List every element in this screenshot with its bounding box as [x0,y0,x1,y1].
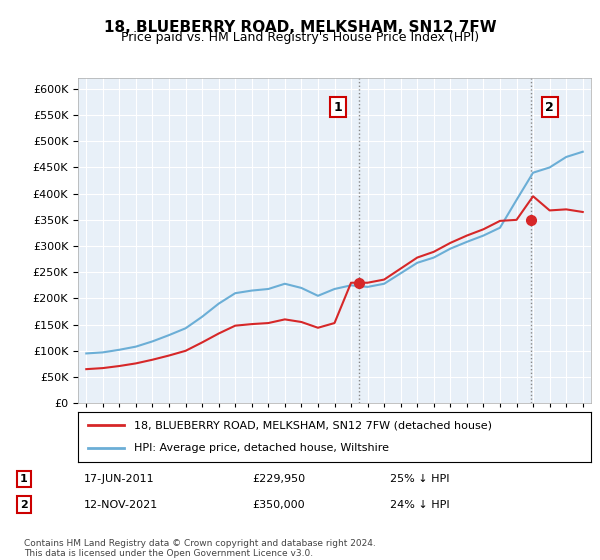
Text: 25% ↓ HPI: 25% ↓ HPI [390,474,449,484]
Text: 18, BLUEBERRY ROAD, MELKSHAM, SN12 7FW: 18, BLUEBERRY ROAD, MELKSHAM, SN12 7FW [104,20,496,35]
Text: 2: 2 [545,101,554,114]
Text: 18, BLUEBERRY ROAD, MELKSHAM, SN12 7FW (detached house): 18, BLUEBERRY ROAD, MELKSHAM, SN12 7FW (… [134,420,493,430]
Text: 12-NOV-2021: 12-NOV-2021 [84,500,158,510]
Text: HPI: Average price, detached house, Wiltshire: HPI: Average price, detached house, Wilt… [134,444,389,454]
Text: 1: 1 [20,474,28,484]
Text: Contains HM Land Registry data © Crown copyright and database right 2024.
This d: Contains HM Land Registry data © Crown c… [24,539,376,558]
Text: 24% ↓ HPI: 24% ↓ HPI [390,500,449,510]
Text: £350,000: £350,000 [252,500,305,510]
Text: £229,950: £229,950 [252,474,305,484]
Text: 17-JUN-2011: 17-JUN-2011 [84,474,155,484]
Text: Price paid vs. HM Land Registry's House Price Index (HPI): Price paid vs. HM Land Registry's House … [121,31,479,44]
Text: 1: 1 [334,101,342,114]
Text: 2: 2 [20,500,28,510]
